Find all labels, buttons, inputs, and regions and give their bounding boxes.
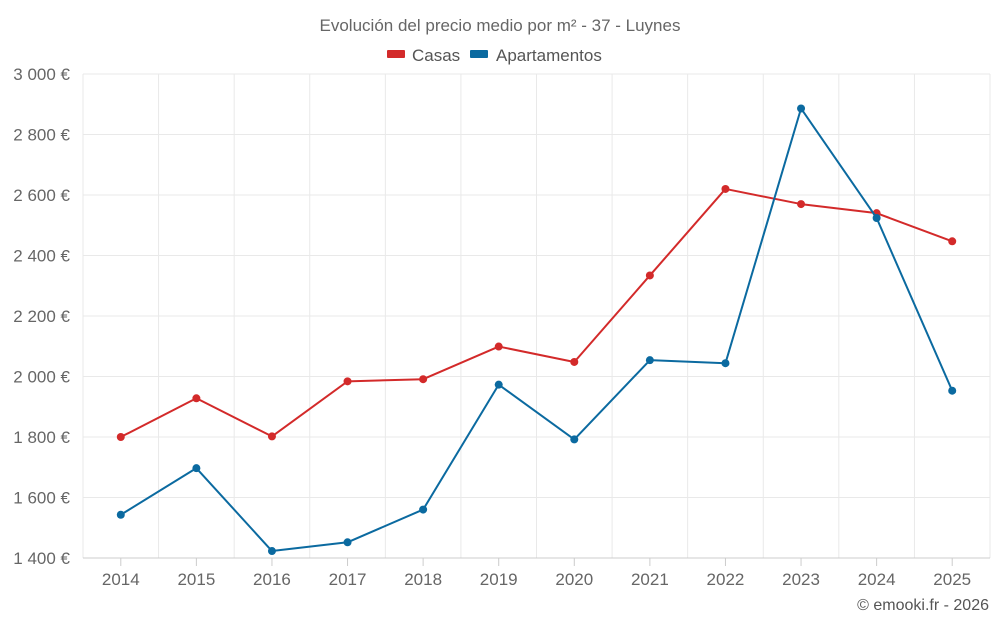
data-point[interactable]: [948, 386, 957, 395]
legend: Casas Apartamentos: [387, 46, 602, 65]
y-tick-label: 2 600 €: [13, 186, 70, 205]
data-point[interactable]: [494, 380, 503, 389]
y-tick-label: 2 400 €: [13, 247, 70, 266]
series-casas: [116, 184, 957, 441]
data-point[interactable]: [192, 394, 201, 403]
data-point[interactable]: [645, 356, 654, 365]
legend-label: Apartamentos: [496, 46, 602, 65]
x-tick-label: 2017: [329, 570, 367, 589]
legend-item-casas[interactable]: Casas: [387, 46, 460, 65]
x-tick-label: 2022: [707, 570, 745, 589]
data-point[interactable]: [645, 271, 654, 280]
series-line: [120, 187, 953, 438]
x-tick-label: 2019: [480, 570, 518, 589]
data-point[interactable]: [267, 432, 276, 441]
y-tick-label: 2 000 €: [13, 368, 70, 387]
data-point[interactable]: [948, 237, 957, 246]
x-tick-label: 2023: [782, 570, 820, 589]
series: [116, 104, 957, 556]
chart-title: Evolución del precio medio por m² - 37 -…: [320, 16, 681, 35]
data-point[interactable]: [192, 464, 201, 473]
x-tick-label: 2016: [253, 570, 291, 589]
y-tick-label: 1 600 €: [13, 489, 70, 508]
legend-swatch: [387, 50, 405, 58]
data-point[interactable]: [419, 505, 428, 514]
x-tick-label: 2021: [631, 570, 669, 589]
y-tick-label: 3 000 €: [13, 65, 70, 84]
data-point[interactable]: [721, 184, 730, 193]
y-tick-label: 1 400 €: [13, 549, 70, 568]
data-point[interactable]: [721, 359, 730, 368]
x-tick-label: 2024: [858, 570, 896, 589]
legend-item-apartamentos[interactable]: Apartamentos: [470, 46, 602, 65]
data-point[interactable]: [116, 510, 125, 519]
data-point[interactable]: [797, 200, 806, 209]
y-tick-label: 2 800 €: [13, 126, 70, 145]
data-point[interactable]: [494, 342, 503, 351]
grid: [82, 73, 991, 558]
series-line: [120, 107, 954, 553]
data-point[interactable]: [570, 435, 579, 444]
x-tick-label: 2015: [177, 570, 215, 589]
x-tick-label: 2020: [555, 570, 593, 589]
y-tick-label: 1 800 €: [13, 428, 70, 447]
legend-swatch: [470, 50, 488, 58]
credit-text: © emooki.fr - 2026: [857, 597, 989, 614]
axes: 1 400 € 1 600 € 1 800 € 2 000 € 2 200 € 2 400…: [13, 65, 990, 589]
data-point[interactable]: [267, 547, 276, 556]
data-point[interactable]: [570, 357, 579, 366]
data-point[interactable]: [797, 104, 806, 113]
x-tick-label: 2018: [404, 570, 442, 589]
data-point[interactable]: [343, 538, 352, 547]
x-tick-label: 2014: [102, 570, 140, 589]
y-tick-label: 2 200 €: [13, 307, 70, 326]
data-point[interactable]: [419, 375, 428, 384]
series-apartamentos: [116, 104, 957, 556]
data-point[interactable]: [872, 213, 881, 222]
x-tick-label: 2025: [933, 570, 971, 589]
data-point[interactable]: [116, 433, 125, 441]
data-point[interactable]: [343, 377, 352, 386]
legend-label: Casas: [412, 46, 460, 65]
